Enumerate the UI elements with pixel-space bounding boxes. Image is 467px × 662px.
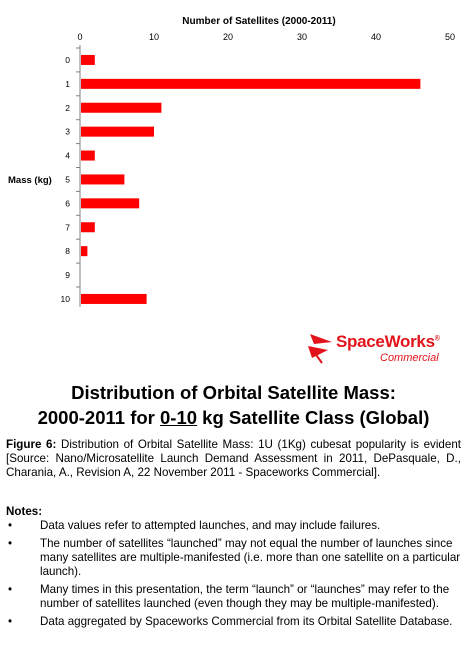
swoosh-icon — [308, 334, 332, 364]
chart-title: Number of Satellites (2000-2011) — [182, 16, 335, 27]
title-line-1: Distribution of Orbital Satellite Mass: — [71, 382, 396, 403]
y-axis-label: Mass (kg) — [8, 175, 52, 186]
bar — [81, 222, 95, 233]
y-tick-label: 7 — [65, 222, 70, 232]
x-tick-label: 20 — [223, 32, 233, 42]
x-tick-label: 10 — [149, 32, 159, 42]
bar — [81, 246, 88, 257]
figure-caption: Figure 6: Distribution of Orbital Satell… — [6, 438, 461, 480]
bar — [81, 293, 147, 304]
bar — [81, 198, 140, 209]
logo-subtitle: Commercial — [380, 352, 439, 364]
y-tick-label: 4 — [65, 151, 70, 161]
y-tick-label: 9 — [65, 270, 70, 280]
y-axis-ticks: 0 1 2 3 4 5 6 7 8 9 10 — [61, 47, 80, 304]
bars — [81, 54, 421, 304]
x-axis-ticks: 0 10 20 30 40 50 — [77, 32, 455, 42]
spaceworks-logo: SpaceWorks® Commercial — [306, 330, 456, 370]
bar-chart: Number of Satellites (2000-2011) 0 10 20 30… — [8, 16, 455, 307]
logo-wordmark: SpaceWorks® — [336, 332, 440, 351]
y-tick-label: 8 — [65, 246, 70, 256]
x-tick-label: 40 — [371, 32, 381, 42]
bar — [81, 126, 154, 137]
y-tick-label: 1 — [65, 79, 70, 89]
bar — [81, 78, 421, 89]
bar — [81, 102, 162, 113]
x-tick-label: 0 — [77, 32, 82, 42]
note-item: • Data values refer to attempted launches… — [8, 519, 381, 532]
caption-label: Figure 6: — [6, 438, 57, 451]
y-tick-label: 3 — [65, 127, 70, 137]
y-tick-label: 0 — [65, 55, 70, 65]
page-title: Distribution of Orbital Satellite Mass: … — [0, 380, 467, 430]
caption-text: Distribution of Orbital Satellite Mass: … — [6, 438, 461, 479]
notes-list: • Data values refer to attempted launches… — [6, 519, 461, 633]
x-tick-label: 50 — [445, 32, 455, 42]
note-item: • The number of satellites “launched” may… — [8, 537, 461, 578]
bar — [81, 174, 125, 185]
title-line-2: 2000-2011 for 0-10 kg Satellite Class (G… — [37, 407, 430, 428]
y-tick-label: 5 — [65, 174, 70, 184]
bar — [81, 150, 95, 161]
x-tick-label: 30 — [297, 32, 307, 42]
note-item: • Many times in this presentation, the te… — [8, 583, 450, 610]
y-tick-label: 2 — [65, 103, 70, 113]
note-item: • Data aggregated by Spaceworks Commercia… — [8, 615, 453, 628]
y-tick-label: 6 — [65, 198, 70, 208]
notes-heading: Notes: — [6, 505, 43, 518]
y-tick-label: 10 — [61, 294, 71, 304]
bar — [81, 54, 95, 65]
